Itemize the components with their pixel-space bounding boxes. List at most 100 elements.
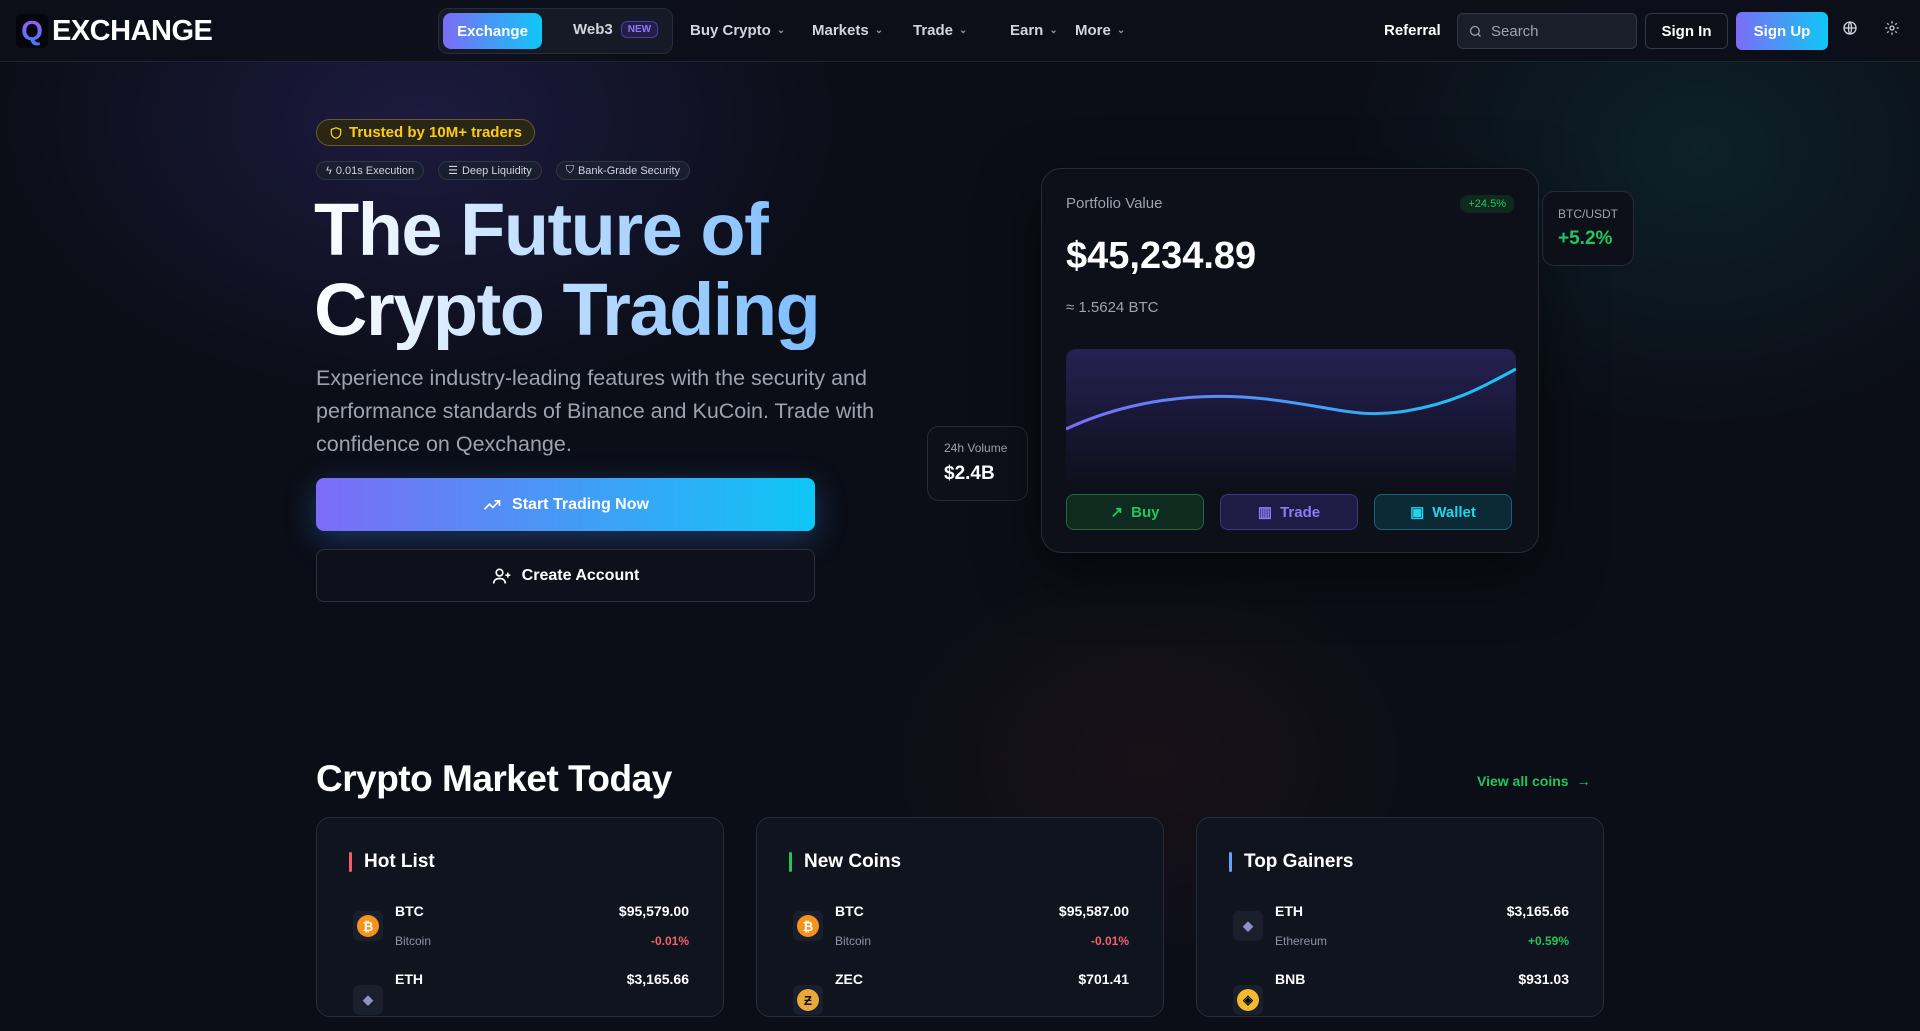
- volume-value: $2.4B: [944, 463, 995, 484]
- arrow-right-icon: →: [1576, 773, 1591, 789]
- bar-chart-icon: ▥: [1257, 504, 1273, 521]
- coin-change: +0.59%: [1527, 934, 1569, 948]
- logo-mark: Q: [16, 14, 48, 48]
- chip-label: Bank-Grade Security: [577, 164, 681, 177]
- tab-web3-label: Web3: [573, 21, 613, 38]
- wallet-label: Wallet: [1432, 503, 1476, 521]
- database-icon: ☰: [448, 165, 458, 177]
- chevron-down-icon: ⌄: [874, 25, 884, 36]
- menu-label: Trade: [913, 22, 954, 39]
- btc-usdt-card: BTC/USDT +5.2%: [1542, 191, 1634, 266]
- chip-security: ⛉ Bank-Grade Security: [555, 161, 691, 180]
- menu-label: Buy Crypto: [690, 22, 771, 39]
- top-nav: Q EXCHANGE Exchange Web3 NEW Buy Crypto ⌄ …: [0, 0, 1920, 62]
- zcash-icon: Ƶ: [793, 985, 823, 1015]
- hero-title: The Future of Crypto Trading: [314, 190, 874, 350]
- trade-button[interactable]: ▥ Trade: [1220, 494, 1358, 530]
- hot-list-card: Hot List ₿ BTC Bitcoin $95,579.00 -0.01%…: [316, 817, 724, 1017]
- coin-row[interactable]: ◆ ETH Ethereum $3,165.66 +0.59%: [1233, 903, 1569, 963]
- menu-more[interactable]: More ⌄: [1075, 22, 1125, 39]
- ethereum-icon: ◆: [353, 985, 383, 1015]
- coin-row[interactable]: ◈ BNB $931.03: [1233, 971, 1569, 1031]
- create-account-button[interactable]: Create Account: [316, 549, 815, 602]
- search-input[interactable]: Search: [1457, 13, 1637, 49]
- search-placeholder: Search: [1491, 22, 1539, 40]
- feature-chips: ϟ 0.01s Execution ☰ Deep Liquidity ⛉ Bank-G…: [316, 161, 691, 180]
- volume-card: 24h Volume $2.4B: [927, 426, 1028, 501]
- coin-name: Bitcoin: [395, 934, 432, 948]
- sign-up-button[interactable]: Sign Up: [1736, 12, 1828, 50]
- chip-execution: ϟ 0.01s Execution: [316, 161, 425, 180]
- view-all-label: View all coins: [1477, 773, 1569, 789]
- volume-label: 24h Volume: [944, 441, 1008, 455]
- coin-symbol: ETH: [395, 971, 423, 987]
- lightning-icon: ϟ: [326, 164, 332, 177]
- accent-bar: [1229, 852, 1232, 872]
- chevron-down-icon: ⌄: [776, 25, 786, 36]
- portfolio-label: Portfolio Value: [1066, 195, 1163, 212]
- coin-price: $95,587.00: [1058, 903, 1129, 919]
- view-all-coins-link[interactable]: View all coins →: [1477, 773, 1591, 789]
- trusted-text: Trusted by 10M+ traders: [349, 124, 522, 141]
- accent-bar: [789, 852, 792, 872]
- card-title: New Coins: [804, 851, 902, 872]
- market-title: Crypto Market Today: [316, 758, 672, 799]
- start-trading-button[interactable]: Start Trading Now: [316, 478, 815, 531]
- coin-symbol: ETH: [1275, 903, 1303, 919]
- hero-title-line2: Crypto Trading: [314, 268, 820, 351]
- card-title: Top Gainers: [1244, 851, 1354, 872]
- search-icon: [1469, 25, 1481, 37]
- logo[interactable]: Q EXCHANGE: [16, 14, 213, 48]
- wallet-icon: ▣: [1410, 504, 1425, 521]
- card-title: Hot List: [364, 851, 435, 872]
- chip-liquidity: ☰ Deep Liquidity: [438, 161, 542, 180]
- coin-price: $3,165.66: [626, 971, 689, 987]
- menu-earn[interactable]: Earn ⌄: [1010, 22, 1058, 39]
- sparkline-line: [1065, 367, 1517, 431]
- menu-label: More: [1075, 22, 1111, 39]
- globe-icon[interactable]: [1842, 20, 1858, 36]
- menu-label: Earn: [1010, 22, 1044, 39]
- new-badge: NEW: [620, 21, 659, 38]
- buy-label: Buy: [1131, 503, 1160, 521]
- chevron-down-icon: ⌄: [1049, 25, 1058, 36]
- referral-link[interactable]: Referral: [1384, 22, 1441, 39]
- coin-row[interactable]: ◆ ETH $3,165.66: [353, 971, 689, 1031]
- portfolio-card: Portfolio Value +24.5% $45,234.89 ≈ 1.56…: [1041, 168, 1539, 553]
- menu-trade[interactable]: Trade ⌄: [913, 22, 967, 39]
- chevron-down-icon: ⌄: [1116, 25, 1126, 36]
- mode-switch: Exchange Web3 NEW: [438, 8, 673, 54]
- coin-price: $931.03: [1518, 971, 1569, 987]
- logo-text: EXCHANGE: [52, 14, 213, 47]
- coin-price: $95,579.00: [618, 903, 689, 919]
- buy-button[interactable]: ↗ Buy: [1066, 494, 1204, 530]
- start-trading-label: Start Trading Now: [512, 495, 649, 513]
- tab-exchange[interactable]: Exchange: [443, 13, 542, 49]
- menu-label: Markets: [812, 22, 869, 39]
- accent-bar: [349, 852, 352, 872]
- pair-label: BTC/USDT: [1558, 207, 1618, 221]
- coin-row[interactable]: Ƶ ZEC $701.41: [793, 971, 1129, 1031]
- chevron-down-icon: ⌄: [959, 25, 968, 36]
- chip-label: Deep Liquidity: [461, 164, 532, 177]
- trade-label: Trade: [1280, 503, 1321, 521]
- portfolio-sparkline: [1065, 349, 1517, 489]
- wallet-button[interactable]: ▣ Wallet: [1374, 494, 1512, 530]
- menu-markets[interactable]: Markets ⌄: [812, 22, 883, 39]
- coin-row[interactable]: ₿ BTC Bitcoin $95,587.00 -0.01%: [793, 903, 1129, 963]
- menu-buy-crypto[interactable]: Buy Crypto ⌄: [690, 22, 785, 39]
- chip-label: 0.01s Execution: [335, 164, 415, 177]
- gear-icon[interactable]: [1884, 20, 1900, 36]
- coin-row[interactable]: ₿ BTC Bitcoin $95,579.00 -0.01%: [353, 903, 689, 963]
- coin-name: Ethereum: [1275, 934, 1328, 948]
- ethereum-icon: ◆: [1233, 911, 1263, 941]
- sign-in-button[interactable]: Sign In: [1645, 13, 1728, 49]
- tab-web3[interactable]: Web3 NEW: [573, 21, 659, 38]
- portfolio-change-badge: +24.5%: [1460, 195, 1514, 213]
- coin-symbol: ZEC: [835, 971, 863, 987]
- coin-symbol: BNB: [1275, 971, 1306, 987]
- bnb-icon: ◈: [1233, 985, 1263, 1015]
- user-plus-icon: [492, 568, 511, 584]
- bitcoin-icon: ₿: [353, 911, 383, 941]
- sparkline-svg: [1065, 367, 1517, 431]
